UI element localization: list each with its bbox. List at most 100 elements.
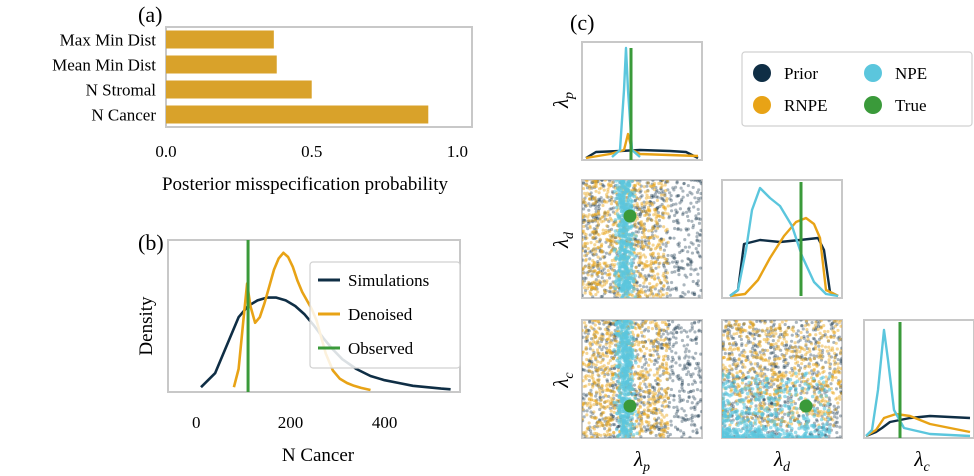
rnpe-point bbox=[659, 338, 663, 342]
rnpe-point bbox=[596, 432, 601, 437]
rnpe-point bbox=[603, 354, 607, 358]
prior-point bbox=[654, 399, 658, 403]
prior-point bbox=[640, 194, 644, 198]
prior-point bbox=[636, 295, 640, 298]
prior-point bbox=[686, 362, 690, 366]
prior-point bbox=[657, 262, 661, 266]
rnpe-point bbox=[789, 349, 793, 353]
rnpe-point bbox=[770, 379, 775, 383]
prior-point bbox=[648, 391, 652, 395]
rnpe-point bbox=[652, 227, 656, 231]
prior-point bbox=[647, 427, 652, 431]
prior-point bbox=[668, 191, 672, 195]
prior-point bbox=[656, 210, 660, 215]
prior-point bbox=[657, 289, 661, 293]
rnpe-point bbox=[809, 342, 814, 346]
rnpe-point bbox=[649, 265, 653, 269]
rnpe-point bbox=[603, 199, 607, 203]
prior-point bbox=[681, 248, 685, 252]
rnpe-point bbox=[606, 209, 610, 214]
prior-point bbox=[827, 434, 831, 438]
rnpe-point bbox=[788, 371, 792, 375]
prior-point bbox=[753, 333, 757, 337]
prior-point bbox=[608, 285, 612, 289]
prior-point bbox=[683, 350, 687, 354]
rnpe-point bbox=[774, 357, 779, 361]
rnpe-point bbox=[592, 427, 596, 431]
rnpe-point bbox=[598, 393, 602, 397]
prior-point bbox=[816, 324, 821, 329]
prior-point bbox=[697, 366, 701, 370]
prior-point bbox=[731, 404, 735, 408]
panel-b-label: (b) bbox=[138, 230, 164, 255]
rnpe-point bbox=[794, 361, 798, 365]
npe-point bbox=[613, 229, 618, 233]
prior-point bbox=[660, 346, 665, 350]
rnpe-point bbox=[604, 388, 608, 392]
npe-point bbox=[630, 387, 635, 391]
prior-point bbox=[695, 231, 699, 235]
prior-point bbox=[590, 214, 595, 218]
rnpe-point bbox=[593, 431, 597, 435]
prior-point bbox=[596, 262, 600, 266]
prior-point bbox=[729, 323, 733, 327]
npe-point bbox=[623, 280, 627, 284]
rnpe-point bbox=[761, 400, 765, 405]
rnpe-point bbox=[582, 417, 585, 421]
rnpe-point bbox=[602, 410, 606, 415]
prior-point bbox=[669, 331, 673, 335]
prior-point bbox=[677, 323, 681, 327]
prior-point bbox=[610, 207, 614, 211]
rnpe-point bbox=[582, 362, 584, 366]
rnpe-point bbox=[649, 289, 653, 293]
prior-point bbox=[771, 339, 775, 343]
npe-point bbox=[612, 189, 617, 194]
rnpe-point bbox=[611, 233, 616, 237]
rnpe-point bbox=[666, 212, 670, 216]
rnpe-point bbox=[639, 356, 643, 360]
rnpe-point bbox=[795, 348, 799, 352]
prior-point bbox=[639, 226, 643, 230]
prior-point bbox=[833, 408, 837, 412]
prior-point bbox=[616, 290, 620, 294]
prior-point bbox=[594, 236, 598, 240]
rnpe-point bbox=[588, 187, 592, 191]
rnpe-point bbox=[656, 294, 660, 298]
prior-point bbox=[696, 414, 700, 418]
rnpe-point bbox=[643, 262, 647, 267]
rnpe-point bbox=[655, 421, 659, 425]
prior-point bbox=[667, 400, 672, 405]
prior-point bbox=[608, 417, 613, 422]
rnpe-point bbox=[648, 348, 652, 352]
prior-point bbox=[601, 345, 606, 349]
rnpe-point bbox=[605, 429, 609, 434]
rnpe-point bbox=[795, 334, 799, 339]
rnpe-point bbox=[584, 345, 588, 350]
prior-point bbox=[589, 191, 593, 195]
prior-point bbox=[607, 323, 611, 327]
rnpe-point bbox=[582, 280, 585, 284]
rnpe-point bbox=[663, 390, 667, 394]
npe-density bbox=[729, 186, 839, 298]
prior-point bbox=[763, 348, 767, 352]
rnpe-point bbox=[651, 285, 655, 289]
prior-point bbox=[611, 415, 615, 419]
rnpe-point bbox=[585, 364, 589, 368]
rnpe-point bbox=[648, 282, 652, 286]
rnpe-point bbox=[601, 255, 605, 259]
rnpe-point bbox=[784, 361, 788, 365]
rnpe-point bbox=[645, 193, 649, 197]
rnpe-point bbox=[835, 396, 839, 400]
rnpe-point bbox=[588, 266, 593, 270]
rnpe-point bbox=[665, 363, 669, 367]
rnpe-point bbox=[636, 357, 640, 361]
prior-point bbox=[582, 276, 584, 281]
series-line-denoised bbox=[232, 251, 371, 392]
rnpe-point bbox=[723, 365, 727, 369]
rnpe-point bbox=[588, 224, 592, 228]
rnpe-point bbox=[611, 268, 615, 272]
rnpe-point bbox=[608, 359, 612, 363]
rnpe-point bbox=[726, 357, 731, 361]
prior-point bbox=[639, 246, 644, 250]
prior-point bbox=[597, 267, 601, 271]
